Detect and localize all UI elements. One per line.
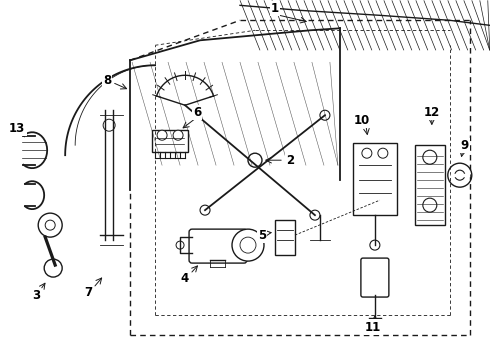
Text: 2: 2 — [286, 154, 294, 167]
Circle shape — [448, 163, 472, 187]
Text: 8: 8 — [103, 74, 111, 87]
Circle shape — [103, 119, 115, 131]
Text: 1: 1 — [271, 2, 279, 15]
FancyBboxPatch shape — [353, 143, 397, 215]
Circle shape — [157, 130, 167, 140]
Text: 7: 7 — [84, 285, 92, 298]
Circle shape — [378, 148, 388, 158]
FancyBboxPatch shape — [152, 130, 188, 152]
Circle shape — [45, 220, 55, 230]
Text: 5: 5 — [258, 229, 266, 242]
Text: 13: 13 — [9, 122, 25, 135]
Circle shape — [310, 210, 320, 220]
FancyBboxPatch shape — [189, 229, 247, 263]
FancyBboxPatch shape — [361, 258, 389, 297]
Circle shape — [423, 198, 437, 212]
Circle shape — [232, 229, 264, 261]
Circle shape — [455, 170, 465, 180]
Text: 6: 6 — [193, 106, 201, 119]
Text: 12: 12 — [424, 106, 440, 119]
Circle shape — [38, 213, 62, 237]
Circle shape — [173, 130, 183, 140]
Text: 3: 3 — [32, 289, 40, 302]
Circle shape — [44, 259, 62, 277]
Text: 11: 11 — [365, 320, 381, 333]
Text: 9: 9 — [461, 139, 469, 152]
Circle shape — [176, 241, 184, 249]
Text: 10: 10 — [354, 114, 370, 127]
Text: 4: 4 — [181, 271, 189, 284]
Circle shape — [362, 148, 372, 158]
Circle shape — [248, 153, 262, 167]
Circle shape — [320, 110, 330, 120]
Circle shape — [200, 205, 210, 215]
Circle shape — [423, 150, 437, 164]
FancyBboxPatch shape — [275, 220, 295, 255]
FancyBboxPatch shape — [415, 145, 445, 225]
Circle shape — [240, 237, 256, 253]
Circle shape — [370, 240, 380, 250]
